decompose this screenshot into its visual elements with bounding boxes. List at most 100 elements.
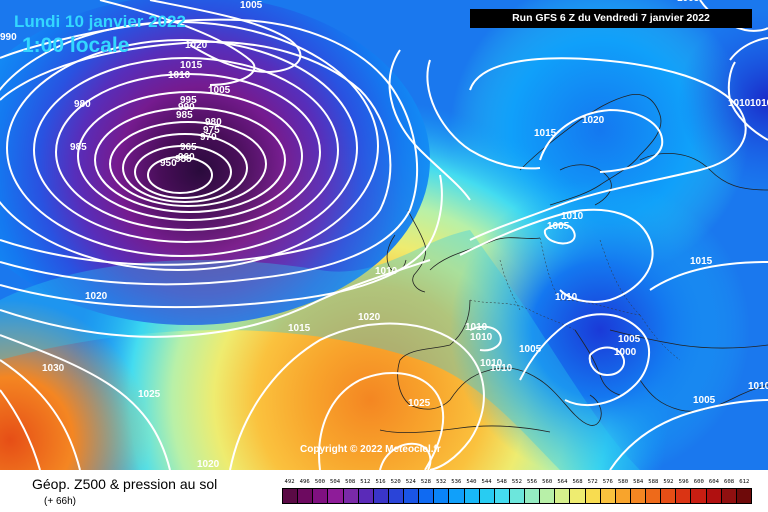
legend-value: 572	[587, 479, 598, 485]
isobar-label: 1010	[490, 363, 513, 374]
isobar-label: 1030	[42, 363, 65, 374]
isobar-970	[94, 107, 286, 213]
isobar-1010-ne	[727, 37, 768, 141]
jet-band-field	[0, 230, 640, 470]
isobar-1020-west	[0, 334, 171, 470]
legend-labels: 492 496 500 504 508 512 516 520 524 528 532 536 540 5…	[282, 477, 752, 488]
isobar-1025-inner	[379, 442, 432, 470]
legend-swatch	[570, 489, 586, 503]
isobar-label: 980	[205, 117, 222, 128]
legend-swatch	[388, 489, 404, 503]
isobar-label: 955	[175, 154, 192, 165]
isobar-950	[147, 156, 213, 194]
isobar-1005-se	[609, 399, 768, 470]
isobar-1015-atl	[426, 59, 541, 170]
legend-value: 608	[724, 479, 735, 485]
isobar-label: 950	[160, 158, 177, 169]
legend-swatch	[630, 489, 646, 503]
isobar-985	[33, 57, 339, 243]
isobar-990	[6, 39, 358, 257]
legend-value: 516	[375, 479, 386, 485]
legend-swatch	[706, 489, 722, 503]
legend-swatch	[464, 489, 480, 503]
isobar-1015	[0, 259, 431, 338]
color-scale-legend: 492 496 500 504 508 512 516 520 524 528 532 536 540 5…	[282, 477, 752, 507]
isobar-label: 1010	[748, 381, 768, 392]
legend-swatch	[615, 489, 631, 503]
legend-swatch	[585, 489, 601, 503]
isobar-label: 1010	[470, 332, 493, 343]
isobar-1005-small	[543, 223, 576, 245]
isobar-1000	[588, 346, 626, 377]
parameter-title: Géop. Z500 & pression au sol	[32, 476, 218, 492]
isobar-label: 1005	[547, 221, 570, 232]
country-borders	[469, 237, 681, 361]
isobar-1005	[0, 18, 419, 286]
legend-swatches	[282, 488, 752, 504]
isobar-label: 1015	[534, 128, 557, 139]
legend-value: 524	[405, 479, 416, 485]
isobar-975	[77, 91, 303, 221]
isobar-labels: 1005 1020 1015 1010 1005 995 990 985 980…	[0, 0, 768, 470]
isobar-label: 1025	[138, 389, 161, 400]
isobar-1010	[0, 174, 443, 309]
isobar-label: 1015	[180, 60, 203, 71]
legend-swatch	[283, 489, 299, 503]
legend-swatch	[736, 489, 751, 503]
legend-value: 492	[284, 479, 295, 485]
isobar-1010-central	[459, 208, 654, 303]
legend-swatch	[434, 489, 450, 503]
isobar-label: 1005	[208, 85, 231, 96]
legend-value: 508	[345, 479, 356, 485]
isobar-1015-east	[649, 261, 768, 291]
isobar-label: 1020	[185, 40, 208, 51]
isobar-label: 1005	[677, 0, 700, 4]
isobar-label: 1010	[555, 292, 578, 303]
legend-swatch	[691, 489, 707, 503]
isobar-label: 970	[200, 132, 217, 143]
isobar-1025-west	[0, 359, 81, 470]
legend-value: 552	[511, 479, 522, 485]
isobar-label: 995	[180, 95, 197, 106]
legend-value: 604	[708, 479, 719, 485]
legend-value: 560	[542, 479, 553, 485]
isobar-955	[134, 145, 232, 199]
legend-swatch	[343, 489, 359, 503]
isobar-label: 1005	[240, 0, 263, 11]
isobar-980	[55, 73, 321, 231]
isobar-label: 1025	[408, 398, 431, 409]
isobar-label: 1015	[288, 323, 311, 334]
legend-value: 612	[739, 479, 750, 485]
coastlines	[379, 93, 768, 434]
legend-value: 584	[633, 479, 644, 485]
isobar-1010-alps	[469, 325, 502, 352]
legend-value: 588	[648, 479, 659, 485]
legend-swatch	[298, 489, 314, 503]
legend-value: 504	[329, 479, 341, 485]
legend-swatch	[479, 489, 495, 503]
isobar-1020	[229, 322, 485, 470]
isobar-1025	[318, 372, 445, 470]
weather-map: 1005 1020 1015 1010 1005 995 990 985 980…	[0, 0, 768, 470]
isobar-label: 1015	[690, 256, 713, 267]
legend-value: 512	[360, 479, 371, 485]
legend-swatch	[494, 489, 510, 503]
isobar-1020-scandinavia	[539, 108, 664, 173]
legend-swatch	[328, 489, 344, 503]
legend-value: 532	[436, 479, 447, 485]
legend-swatch	[661, 489, 677, 503]
isobar-label: 1005	[618, 334, 641, 345]
legend-swatch	[419, 489, 435, 503]
copyright-notice: Copyright © 2022 Meteociel.fr	[300, 444, 441, 455]
isobar-1020-top	[149, 0, 302, 74]
forecast-date: Lundi 10 janvier 2022	[14, 12, 186, 31]
isobar-1000	[0, 40, 392, 266]
model-run-info: Run GFS 6 Z du Vendredi 7 janvier 2022	[470, 9, 752, 28]
legend-swatch	[404, 489, 420, 503]
legend-value: 600	[693, 479, 704, 485]
legend-swatch	[509, 489, 525, 503]
legend-swatch	[540, 489, 556, 503]
isobar-label: 1010	[728, 98, 751, 109]
isobar-label: 975	[203, 125, 220, 136]
isobar-label: 1010	[465, 322, 488, 333]
